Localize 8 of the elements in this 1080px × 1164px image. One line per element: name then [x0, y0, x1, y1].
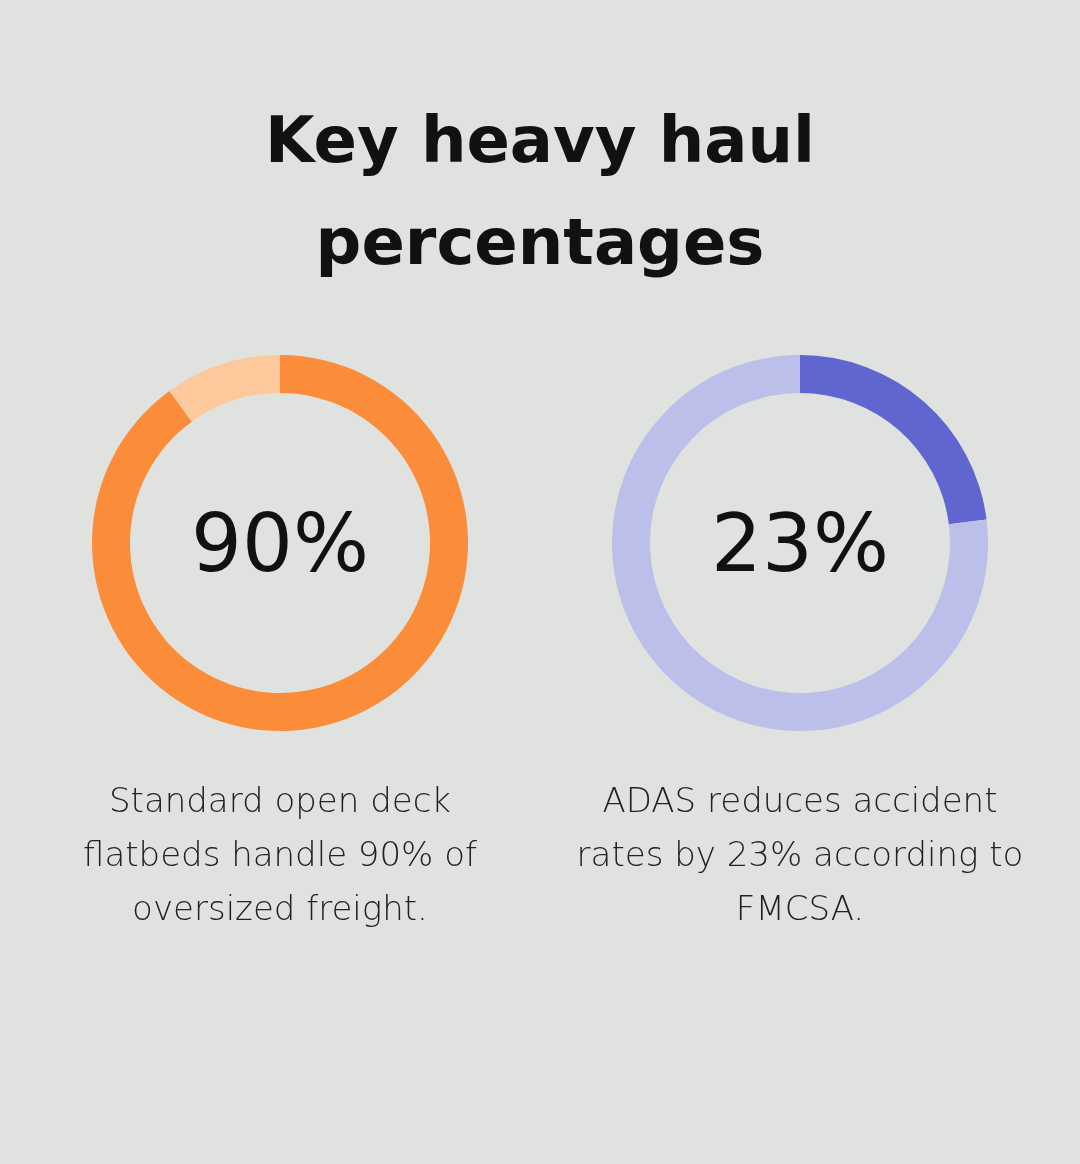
- donut-slice: [612, 355, 988, 731]
- text: ADAS reduces accident rates by 23% according to FMCSA.: [576, 780, 1024, 928]
- donut-slice: [169, 355, 280, 422]
- donut-slice: [92, 355, 468, 731]
- text: 23%: [711, 497, 889, 590]
- text: 90%: [191, 497, 369, 590]
- text: Standard open deck flatbeds handle 90% of oversized freight.: [82, 780, 478, 928]
- chart-title: Key heavy haul percentages: [265, 103, 815, 279]
